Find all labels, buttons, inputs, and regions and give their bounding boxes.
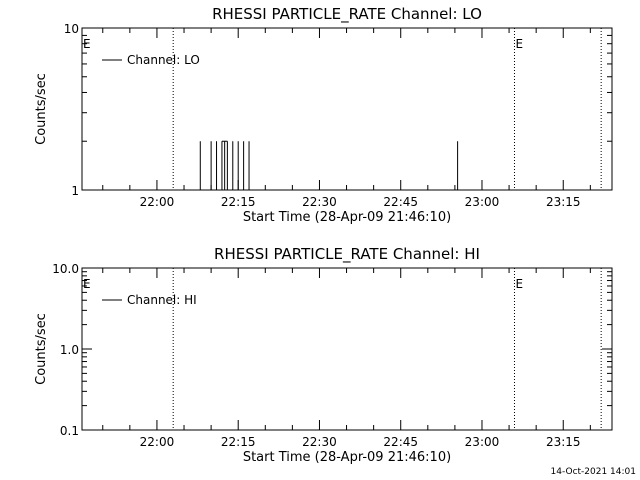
x-tick-label: 22:15 xyxy=(221,435,256,449)
event-marker-label: E xyxy=(83,277,91,291)
x-tick-label: 22:00 xyxy=(140,435,175,449)
chart-panel-1: RHESSI PARTICLE_RATE Channel: LO 1 10 Count… xyxy=(34,5,613,225)
x-tick-label: 22:30 xyxy=(302,435,337,449)
event-marker-label: E xyxy=(515,277,523,291)
y-tick-label: 10.0 xyxy=(52,262,79,276)
x-tick-label: 23:15 xyxy=(546,435,581,449)
chart-title: RHESSI PARTICLE_RATE Channel: HI xyxy=(214,245,480,264)
x-tick-label: 22:15 xyxy=(221,195,256,209)
chart-title: RHESSI PARTICLE_RATE Channel: LO xyxy=(212,5,482,24)
x-tick-label: 22:45 xyxy=(383,195,418,209)
y-axis-label: Counts/sec xyxy=(34,313,49,385)
x-tick-label: 22:45 xyxy=(383,435,418,449)
y-axis-label: Counts/sec xyxy=(34,73,49,145)
event-marker-label: E xyxy=(515,37,523,51)
legend-entry: Channel: HI xyxy=(127,293,197,307)
y-tick-label: 1 xyxy=(71,184,79,198)
legend-entry: Channel: LO xyxy=(127,53,200,67)
x-tick-label: 22:30 xyxy=(302,195,337,209)
x-tick-label: 23:15 xyxy=(546,195,581,209)
y-tick-label: 0.1 xyxy=(60,424,79,438)
footer-timestamp: 14-Oct-2021 14:01 xyxy=(551,467,636,477)
event-marker-label: E xyxy=(83,37,91,51)
x-tick-label: 22:00 xyxy=(140,195,175,209)
x-tick-label: 23:00 xyxy=(465,435,500,449)
x-axis-label: Start Time (28-Apr-09 21:46:10) xyxy=(243,210,451,225)
y-tick-label: 1.0 xyxy=(60,343,79,357)
x-tick-label: 23:00 xyxy=(465,195,500,209)
chart-panel-2: RHESSI PARTICLE_RATE Channel: HI 10.0 1.0 0… xyxy=(34,245,613,465)
x-axis-label: Start Time (28-Apr-09 21:46:10) xyxy=(243,450,451,465)
y-tick-label: 10 xyxy=(64,22,79,36)
